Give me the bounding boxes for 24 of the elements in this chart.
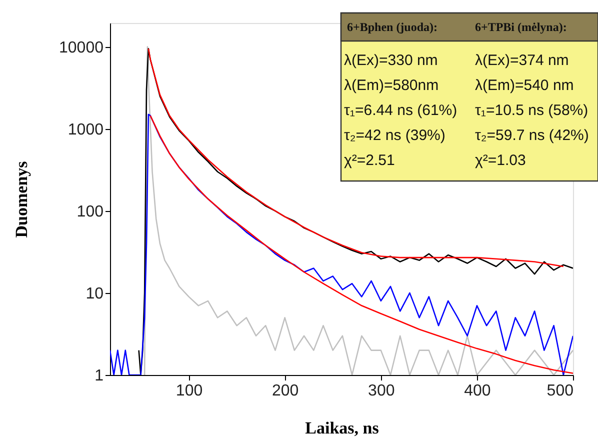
annotation: τ₁=10.5 ns (58%) [475, 102, 588, 119]
x-tick-label: 300 [368, 382, 395, 400]
annotation: λ(Em)=580nm [344, 77, 439, 94]
annotation: λ(Em)=540 nm [475, 77, 574, 94]
y-tick-label: 100 [76, 203, 104, 220]
y-tick-label: 1 [94, 368, 104, 384]
y-tick-label: 10 [86, 285, 104, 302]
y-axis-title: Duomenys [12, 160, 32, 238]
annotation: 6+TPBi (mėlyna): [475, 20, 567, 34]
annotation: τ₂=59.7 ns (42%) [475, 127, 589, 144]
x-axis-title: Laikas, ns [305, 418, 380, 438]
annotation: λ(Ex)=330 nm [344, 52, 438, 69]
y-tick-label: 10000 [59, 39, 104, 56]
x-tick-label: 400 [464, 382, 491, 400]
annotation: λ(Ex)=374 nm [475, 52, 569, 69]
y-tick-label: 1000 [68, 121, 104, 138]
annotation: 6+Bphen (juoda): [347, 20, 438, 34]
x-tick-label: 500 [546, 382, 574, 400]
annotation: χ²=1.03 [475, 152, 526, 169]
annotation: τ₂=42 ns (39%) [344, 127, 446, 144]
x-tick-label: 200 [272, 382, 299, 400]
annotation: χ²=2.51 [344, 152, 395, 169]
x-tick-label: 100 [176, 382, 203, 400]
annotation: τ₁=6.44 ns (61%) [344, 102, 458, 119]
